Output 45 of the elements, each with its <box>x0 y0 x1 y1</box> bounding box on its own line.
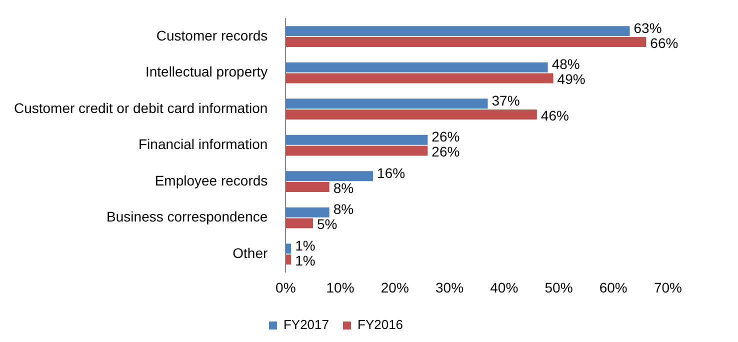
data-label: 5% <box>316 216 338 232</box>
bar <box>286 134 428 145</box>
data-label: 8% <box>333 201 354 218</box>
y-tick-label: Intellectual property <box>145 64 268 80</box>
y-tick-label: Financial information <box>138 136 268 152</box>
data-label: 1% <box>295 252 316 268</box>
bar <box>286 171 374 182</box>
x-tick-label: 70% <box>654 279 682 296</box>
data-label: 66% <box>650 34 678 51</box>
data-label: 49% <box>557 71 586 88</box>
y-tick-label: Other <box>232 244 268 261</box>
x-tick-label: 40% <box>490 279 518 296</box>
data-label: 16% <box>377 164 406 181</box>
bar <box>286 182 330 192</box>
x-tick-label: 50% <box>544 279 573 296</box>
bar <box>286 218 313 228</box>
x-tick-label: 0% <box>276 279 296 296</box>
bar <box>286 36 646 47</box>
bar <box>286 254 292 265</box>
y-tick-label: Employee records <box>154 172 268 188</box>
data-label: 26% <box>432 128 460 145</box>
data-label: 26% <box>432 144 460 160</box>
legend-label: FY2017 <box>283 317 330 332</box>
data-label: 37% <box>492 92 520 108</box>
x-tick-label: 10% <box>326 279 354 296</box>
bar <box>286 146 428 156</box>
data-label: 46% <box>540 107 569 124</box>
bar <box>286 26 630 36</box>
x-tick-label: 30% <box>436 279 464 296</box>
bar <box>286 73 554 84</box>
data-label: 1% <box>295 237 316 254</box>
bar <box>286 98 488 109</box>
bar <box>286 244 292 254</box>
bar <box>286 62 548 72</box>
bar <box>286 207 330 218</box>
data-label: 8% <box>333 180 354 196</box>
y-tick-label: Business correspondence <box>106 208 268 225</box>
x-tick-label: 60% <box>599 279 628 296</box>
data-label: 48% <box>552 56 580 72</box>
bar <box>286 109 537 120</box>
x-tick-label: 20% <box>380 279 409 296</box>
legend-label: FY2016 <box>358 317 404 332</box>
data-label: 63% <box>634 20 662 36</box>
y-tick-label: Customer credit or debit card information <box>14 100 268 116</box>
y-tick-label: Customer records <box>156 27 268 44</box>
